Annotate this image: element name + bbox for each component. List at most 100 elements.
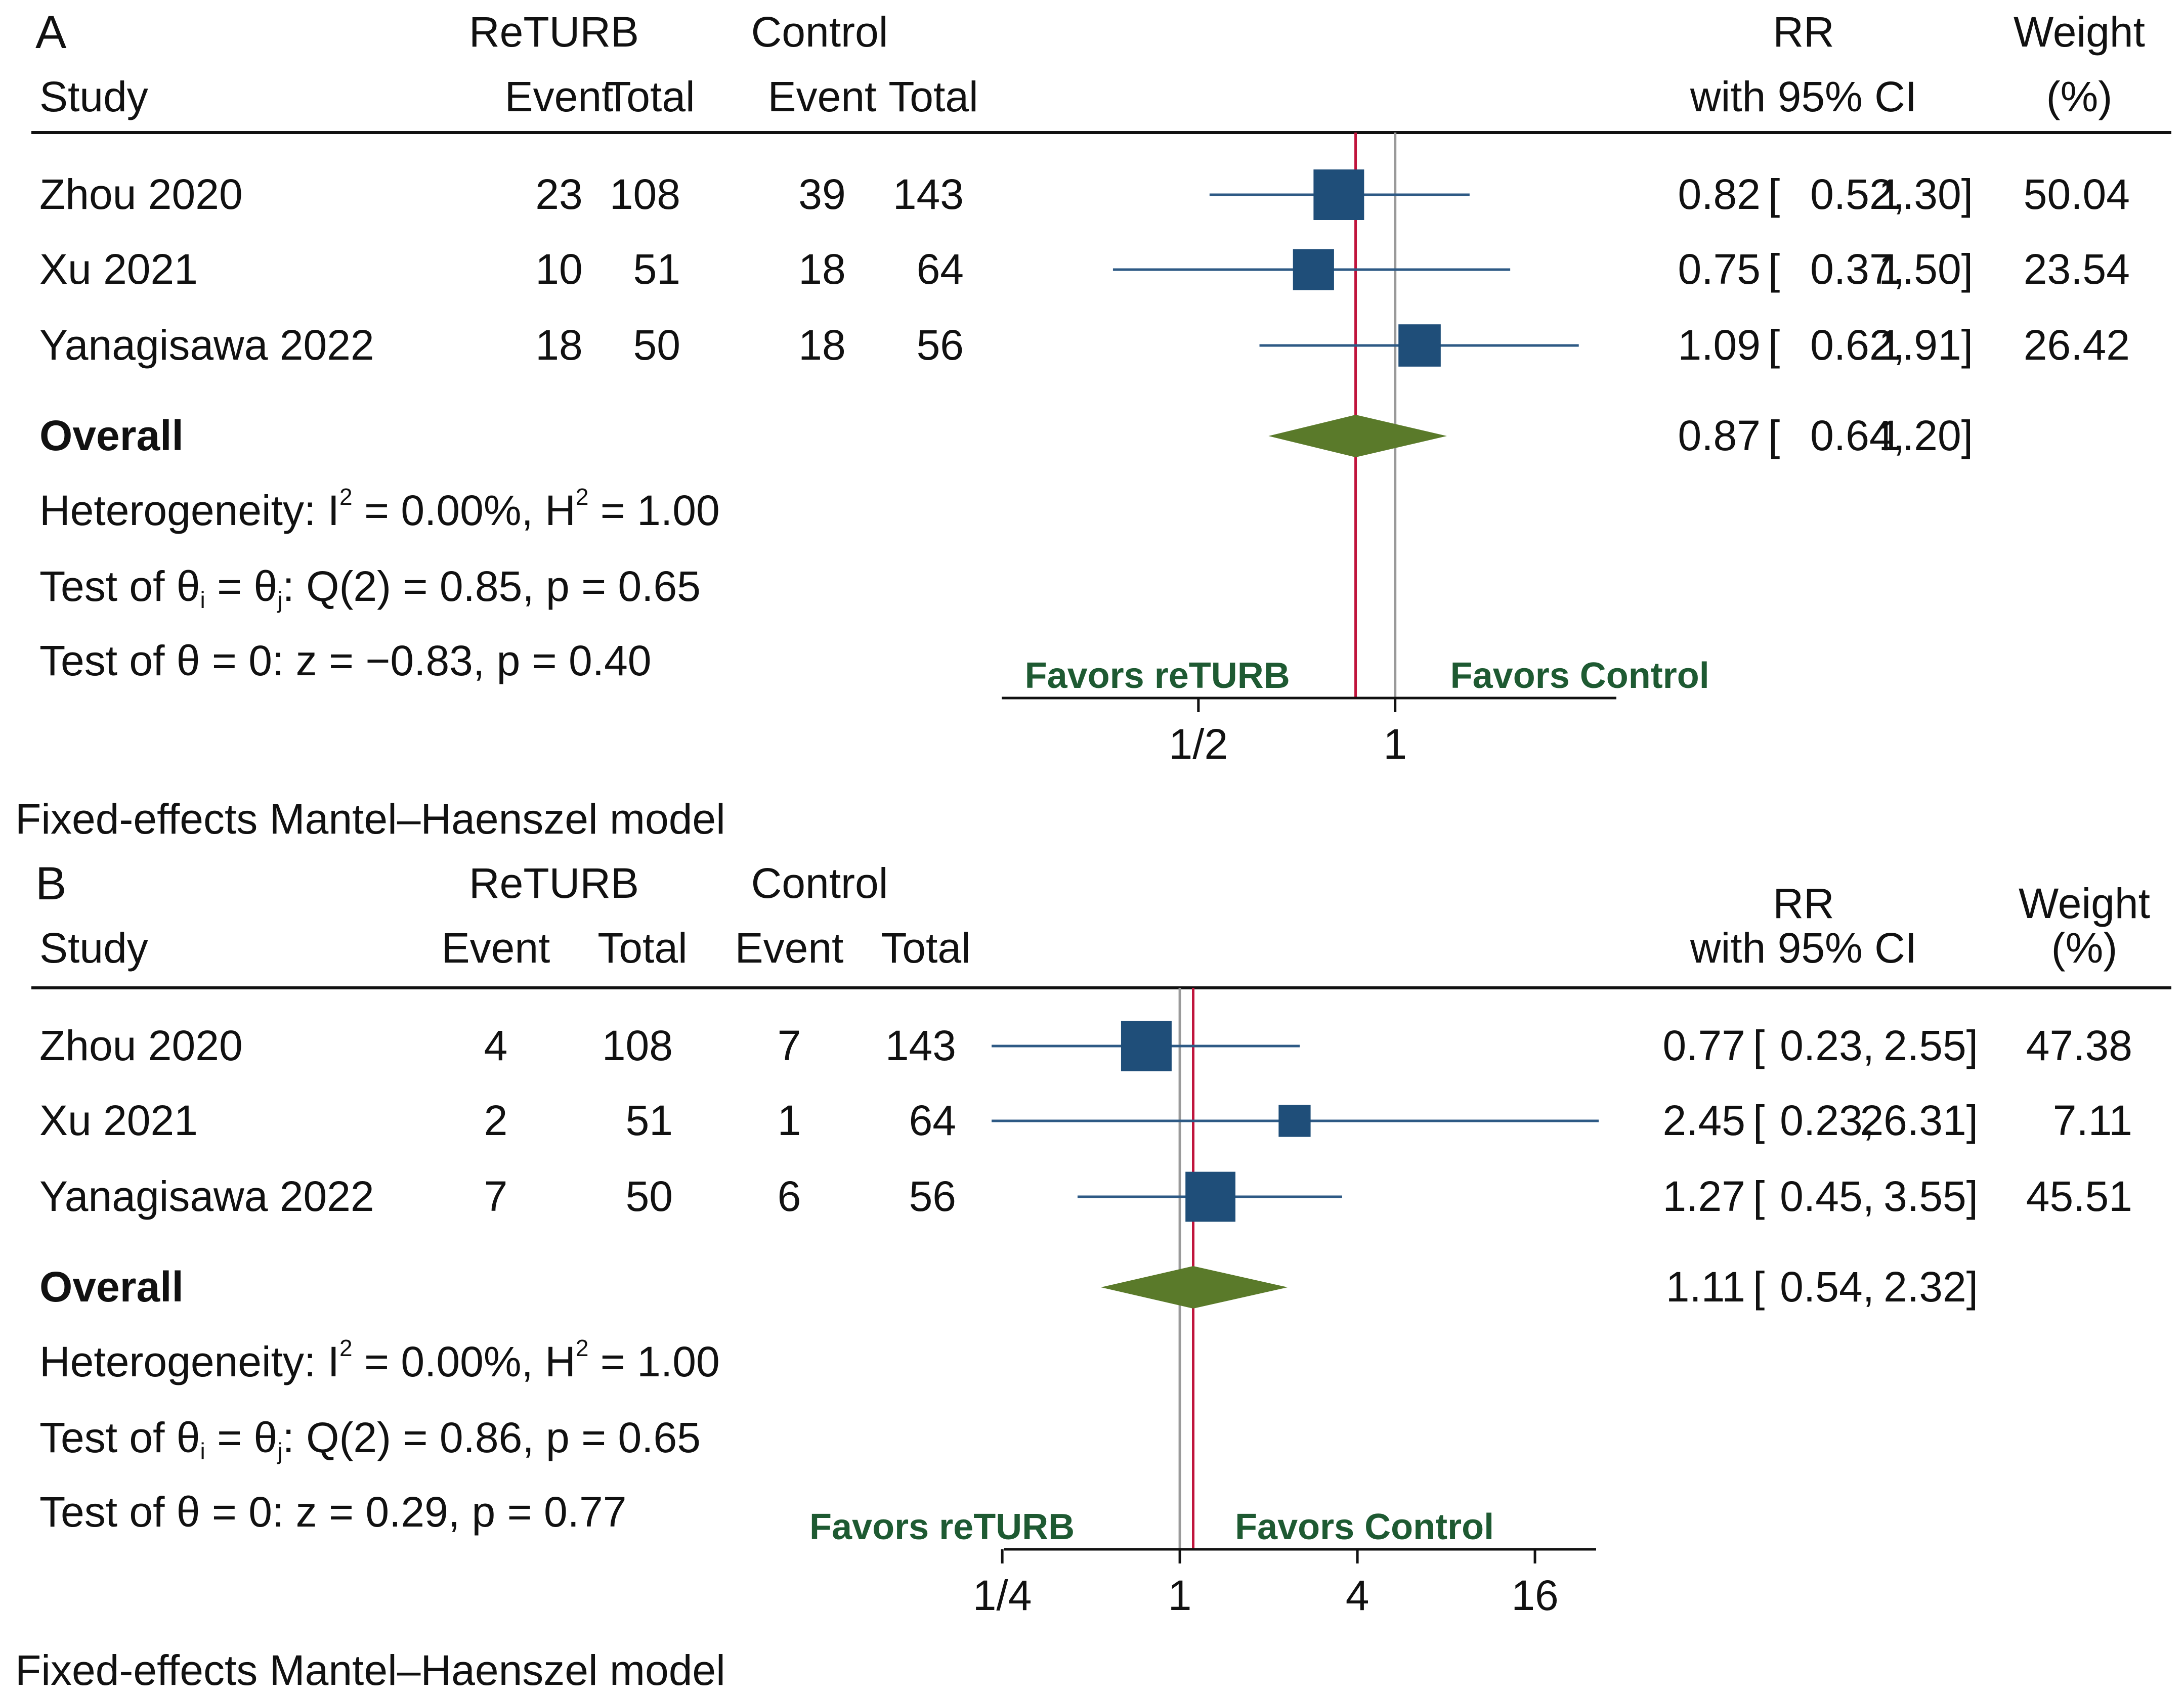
rr-value: 0.75	[1678, 245, 1761, 293]
returb-total: 50	[633, 321, 680, 369]
heterogeneity-prefix: Heterogeneity: I	[39, 1338, 339, 1385]
test-part: = θ	[205, 562, 277, 610]
i2-value: = 0.00%, H	[353, 1338, 576, 1385]
square-marker	[1278, 1105, 1311, 1137]
x-tick-label: 1	[1383, 720, 1407, 768]
control-event: 39	[798, 170, 845, 218]
header-total-returb: Total	[597, 924, 687, 972]
header-total-control: Total	[888, 73, 978, 120]
header-total-returb: Total	[605, 73, 695, 120]
header-event-returb: Event	[505, 73, 614, 120]
weight-value: 47.38	[2026, 1022, 2132, 1069]
diamond-marker	[1268, 415, 1447, 457]
ci-lower: 0.45,	[1780, 1172, 1874, 1220]
header-weight-unit: (%)	[2046, 73, 2113, 120]
returb-event: 23	[535, 170, 582, 218]
header-rr: RR	[1773, 880, 1834, 927]
study-name: Xu 2021	[39, 1097, 198, 1144]
returb-total: 51	[633, 245, 680, 293]
control-total: 64	[917, 245, 964, 293]
x-tick-label: 16	[1511, 1572, 1558, 1619]
header-study: Study	[39, 924, 148, 972]
favors-left-label: Favors reTURB	[809, 1507, 1075, 1547]
square-marker	[1313, 169, 1364, 220]
header-group-returb: ReTURB	[469, 859, 639, 907]
weight-value: 50.04	[2024, 170, 2130, 218]
model-note: Fixed-effects Mantel–Haenszel model	[15, 1646, 725, 1694]
overall-test-text: Test of θ = 0: z = 0.29, p = 0.77	[39, 1488, 626, 1536]
weight-value: 23.54	[2024, 245, 2130, 293]
test-part: : Q(2) = 0.86, p = 0.65	[282, 1414, 701, 1461]
header-event-returb: Event	[442, 924, 550, 972]
rr-value: 0.82	[1678, 170, 1761, 218]
test-part: Test of θ	[39, 1414, 200, 1461]
ci-bracket: [	[1753, 1022, 1765, 1069]
returb-event: 4	[484, 1022, 508, 1069]
returb-total: 50	[626, 1172, 673, 1220]
returb-event: 18	[535, 321, 582, 369]
h2-value: = 1.00	[588, 487, 719, 534]
ci-bracket: [	[1768, 412, 1780, 459]
superscript: 2	[339, 484, 353, 510]
header-rr: RR	[1773, 8, 1834, 56]
overall-rr-value: 1.11	[1666, 1263, 1745, 1311]
study-name: Xu 2021	[39, 245, 198, 293]
header-ci: with 95% CI	[1690, 73, 1917, 120]
heterogeneity-text: Heterogeneity: I2 = 0.00%, H2 = 1.00	[39, 1335, 720, 1385]
superscript: 2	[576, 1335, 589, 1361]
subscript: j	[276, 587, 282, 613]
ci-upper: 1.30]	[1878, 170, 1973, 218]
study-name: Zhou 2020	[39, 1022, 243, 1069]
ci-bracket: [	[1753, 1263, 1765, 1311]
header-group-returb: ReTURB	[469, 8, 639, 56]
square-marker	[1398, 324, 1441, 367]
ci-lower: 0.52,	[1810, 170, 1905, 218]
x-tick-label: 1/4	[973, 1572, 1032, 1619]
header-group-control: Control	[751, 8, 888, 56]
control-total: 143	[893, 170, 964, 218]
superscript: 2	[339, 1335, 353, 1361]
test-part: = θ	[205, 1414, 277, 1461]
ci-upper: 1.91]	[1878, 321, 1973, 369]
square-marker	[1293, 249, 1334, 290]
overall-ci-upper: 1.20]	[1878, 412, 1973, 459]
favors-left-label: Favors reTURB	[1025, 656, 1290, 696]
overall-test-text: Test of θ = 0: z = −0.83, p = 0.40	[39, 637, 652, 684]
favors-right-label: Favors Control	[1235, 1507, 1494, 1547]
weight-value: 7.11	[2053, 1097, 2132, 1144]
heterogeneity-text: Heterogeneity: I2 = 0.00%, H2 = 1.00	[39, 484, 720, 534]
control-total: 56	[917, 321, 964, 369]
control-total: 143	[885, 1022, 956, 1069]
header-weight: Weight	[2014, 8, 2145, 56]
rr-value: 0.77	[1663, 1022, 1746, 1069]
study-name: Zhou 2020	[39, 170, 243, 218]
homogeneity-test-text: Test of θi = θj: Q(2) = 0.85, p = 0.65	[39, 562, 701, 613]
returb-total: 51	[626, 1097, 673, 1144]
heterogeneity-prefix: Heterogeneity: I	[39, 487, 339, 534]
overall-ci-lower: 0.54,	[1780, 1263, 1874, 1311]
superscript: 2	[576, 484, 589, 510]
header-event-control: Event	[735, 924, 844, 972]
model-note: Fixed-effects Mantel–Haenszel model	[15, 795, 725, 843]
control-event: 1	[778, 1097, 801, 1144]
ci-lower: 0.23,	[1780, 1022, 1874, 1069]
returb-event: 2	[484, 1097, 508, 1144]
control-event: 6	[778, 1172, 801, 1220]
returb-event: 10	[535, 245, 582, 293]
h2-value: = 1.00	[588, 1338, 719, 1385]
x-tick-label: 1	[1168, 1572, 1192, 1619]
subscript: i	[200, 1438, 205, 1464]
ci-bracket: [	[1768, 245, 1780, 293]
weight-value: 26.42	[2024, 321, 2130, 369]
square-marker	[1121, 1021, 1172, 1071]
control-event: 7	[778, 1022, 801, 1069]
overall-rr-value: 0.87	[1678, 412, 1761, 459]
study-name: Yanagisawa 2022	[39, 1172, 374, 1220]
x-tick-label: 1/2	[1169, 720, 1228, 768]
weight-value: 45.51	[2026, 1172, 2132, 1220]
rr-value: 2.45	[1663, 1097, 1746, 1144]
rr-value: 1.09	[1678, 321, 1761, 369]
forest-panel-b: B Study ReTURB Control Event Total Event Total R…	[15, 858, 2171, 1694]
